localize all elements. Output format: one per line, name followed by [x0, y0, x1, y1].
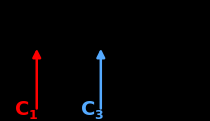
Text: C: C: [81, 100, 95, 119]
Text: 3: 3: [94, 109, 103, 121]
Text: 1: 1: [28, 109, 37, 121]
Text: C: C: [15, 100, 29, 119]
